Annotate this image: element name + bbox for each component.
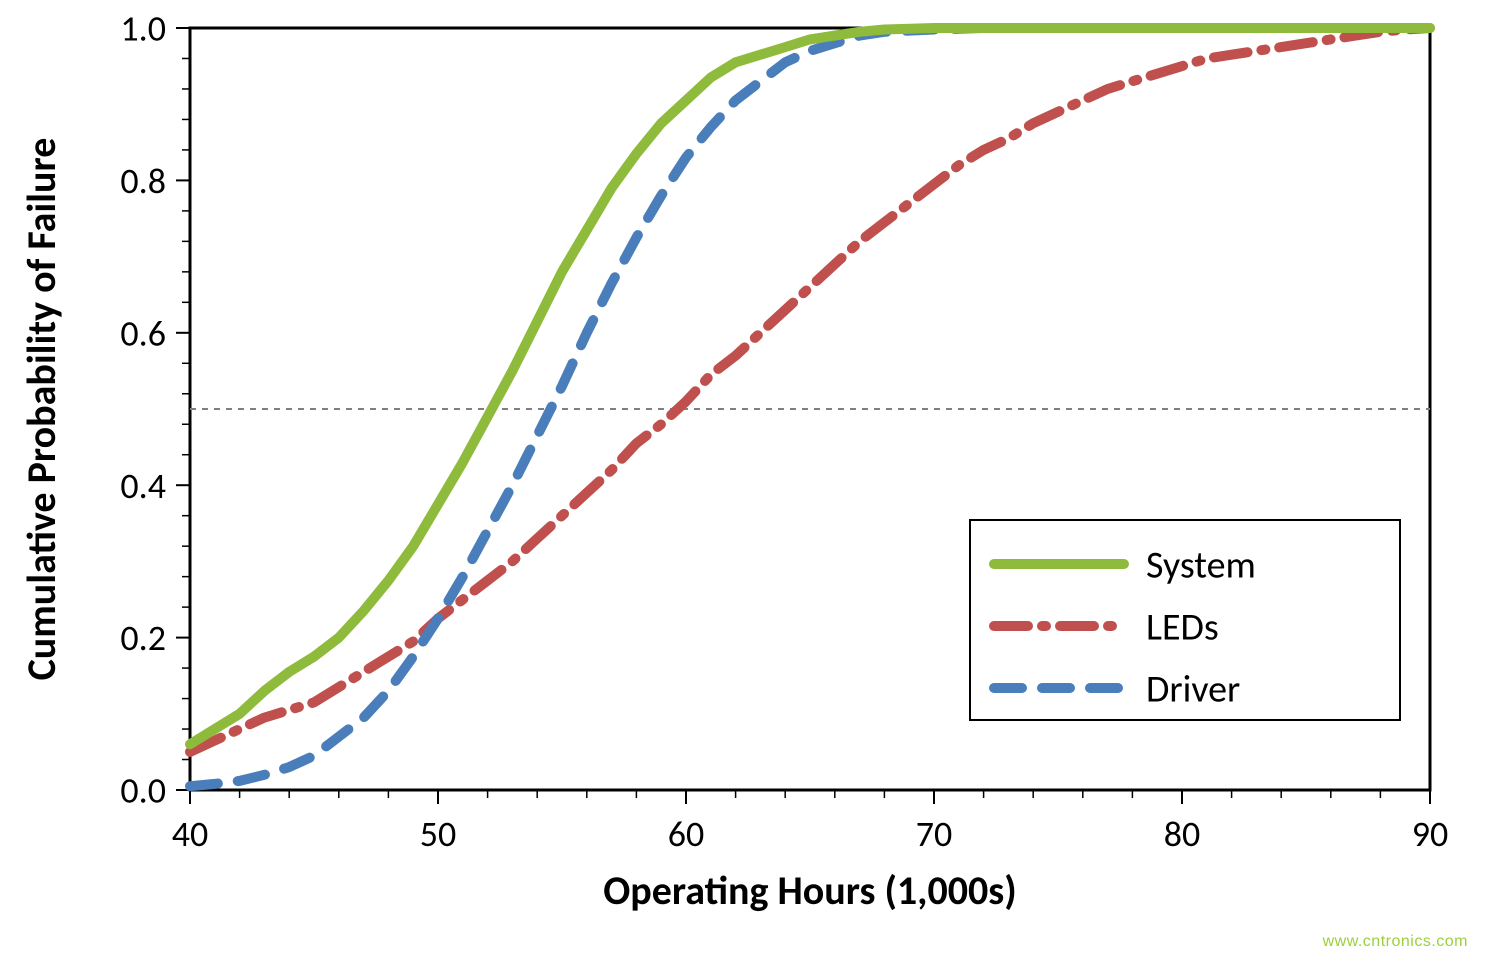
y-tick-label: 0.8 <box>120 159 166 203</box>
legend-label-system: System <box>1146 542 1256 588</box>
y-tick-label: 0.2 <box>120 616 166 660</box>
x-tick-label: 60 <box>668 812 705 856</box>
x-tick-label: 90 <box>1412 812 1449 856</box>
legend-label-driver: Driver <box>1146 666 1240 712</box>
x-tick-label: 40 <box>172 812 209 856</box>
x-tick-label: 50 <box>420 812 457 856</box>
failure-probability-chart: 40 50 60 70 80 90 0.0 0.2 0.4 0.6 0.8 1.0 Operating … <box>0 0 1486 957</box>
y-tick-label: 0.6 <box>120 311 166 355</box>
y-axis-title: Cumulative Probability of Failure <box>17 138 66 681</box>
x-tick-label: 80 <box>1164 812 1201 856</box>
chart-container: 40 50 60 70 80 90 0.0 0.2 0.4 0.6 0.8 1.0 Operating … <box>0 0 1486 957</box>
watermark-text: www.cntronics.com <box>1323 933 1468 951</box>
legend-label-leds: LEDs <box>1146 604 1219 650</box>
x-axis-title: Operating Hours (1,000s) <box>603 866 1016 915</box>
chart-bg <box>0 0 1486 957</box>
x-tick-label: 70 <box>916 812 953 856</box>
y-tick-label: 0.4 <box>120 464 166 508</box>
y-tick-label: 1.0 <box>120 7 166 51</box>
y-tick-label: 0.0 <box>120 769 166 813</box>
